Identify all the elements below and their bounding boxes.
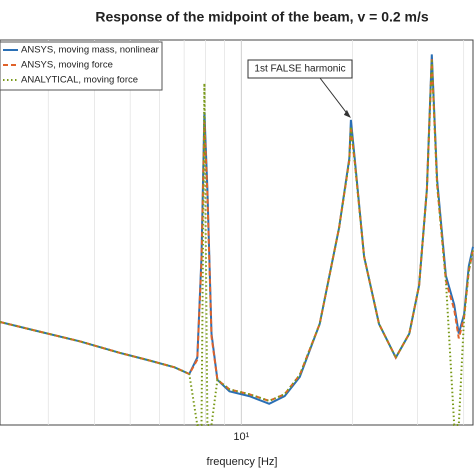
- legend-label: ANSYS, moving mass, nonlinear: [21, 45, 159, 56]
- annotation-arrow: [319, 77, 350, 117]
- legend-label: ANSYS, moving force: [21, 60, 113, 71]
- x-tick-label: 10¹: [233, 431, 249, 443]
- annotation-box: [247, 59, 353, 79]
- x-axis-label: frequency [Hz]: [207, 456, 278, 468]
- legend-box: [0, 41, 163, 91]
- chart-title: Response of the midpoint of the beam, v …: [95, 9, 429, 25]
- plot-frame: [0, 39, 474, 426]
- arrow-head: [343, 109, 351, 118]
- annotation: 1st FALSE harmonic: [254, 64, 345, 75]
- legend-label: ANALYTICAL, moving force: [21, 75, 138, 86]
- series-line: [0, 59, 474, 426]
- legend: ANSYS, moving mass, nonlinear ANSYS, movi…: [0, 41, 163, 91]
